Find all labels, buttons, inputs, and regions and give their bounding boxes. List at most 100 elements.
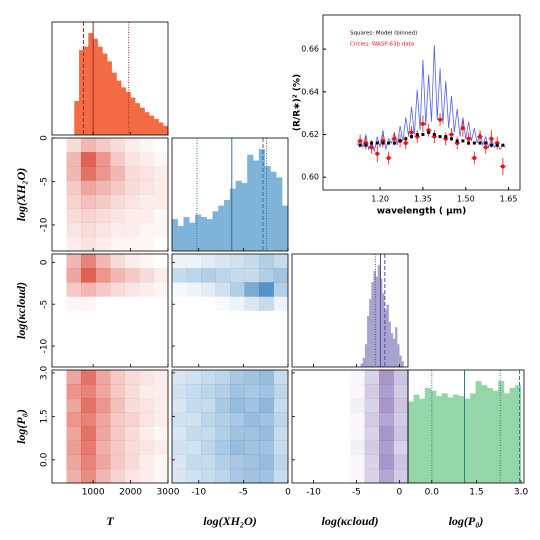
density-cell [244,454,260,470]
density-cell [259,370,274,385]
density-cell [364,370,380,385]
data-point [386,155,391,160]
density-cell [110,398,125,413]
density-cell [66,236,82,252]
data-point [403,141,408,146]
density-cell [124,412,140,427]
binned-model [449,137,453,141]
data-point [449,132,454,137]
histogram-bar [397,344,400,368]
density-cell [230,370,245,385]
density-cell [153,180,169,195]
binned-model [381,141,385,145]
data-point [466,136,471,141]
density-cell [66,384,82,399]
density-cell [364,426,380,441]
density-cell [186,426,202,441]
density-cell [110,180,125,195]
density-cell [153,384,169,399]
histogram-bar [392,338,396,368]
density-cell [244,426,260,441]
density-cell [153,166,169,181]
density-cell [110,194,125,209]
histogram-bar [441,393,448,484]
y-axis-label: (R/R∗)² (%) [293,74,303,131]
density-cell [273,440,289,456]
density-cell [110,426,125,441]
x-tick-label: 0.0 [425,488,440,498]
histogram-bar [470,393,476,484]
x-tick-label: 0 [397,488,403,498]
density-cell [81,412,96,427]
histogram-bar [247,154,254,252]
histogram-bar [83,46,89,136]
x-tick-label: 1.5 [469,488,483,498]
density-cell [124,194,140,209]
y-axis-label: log(P₀) [14,409,28,444]
density-cell [124,282,140,297]
density-cell [66,426,82,441]
histogram-bar [419,398,426,484]
density-cell [110,454,125,470]
histogram-bar [171,219,178,252]
density-cell [393,426,409,441]
density-cell [81,254,96,269]
binned-model [484,141,488,145]
density-cell [172,384,187,399]
density-cell [379,412,394,427]
y-tick-label: 0.0 [40,452,50,467]
density-cell [201,398,216,413]
density-cell [66,412,82,427]
histogram-bar [413,394,420,484]
density-cell [124,208,140,224]
density-cell [215,254,231,269]
y-tick-label: 0.62 [301,130,319,139]
density-cell [124,268,140,283]
density-cell [66,296,82,311]
density-cell [110,268,125,283]
density-cell [186,282,202,297]
density-cell [66,468,82,484]
density-cell [66,268,82,283]
density-cell [244,398,260,413]
data-point [369,145,374,150]
histogram-bar [224,199,231,252]
density-cell [364,384,380,399]
x-tick-label: -10 [306,488,321,498]
density-cell [153,412,169,427]
histogram-bar [369,299,372,368]
density-cell [81,468,96,484]
density-cell [259,468,274,484]
density-cell [95,236,111,252]
density-cell [110,440,125,456]
histogram-bar [486,387,493,484]
density-cell [139,412,154,427]
density-cell [259,454,274,470]
density-cell [244,440,260,456]
density-cell [124,152,140,167]
density-cell [81,180,96,195]
histogram-bar [253,160,260,252]
density-cell [186,412,202,427]
histogram-bar [492,390,499,484]
histogram-bar [97,46,103,136]
histogram-bar [125,91,131,136]
density-cell [153,398,169,413]
histogram-bar [107,61,113,136]
histogram-bar [371,282,374,368]
density-cell [172,268,187,283]
density-cell [139,194,154,209]
histogram-bar [475,381,482,484]
density-cell [230,282,245,297]
binned-model [489,143,493,147]
density-cell [139,454,154,470]
density-cell [215,412,231,427]
density-cell [273,282,289,297]
density-cell [215,370,231,385]
density-cell [393,384,409,399]
density-cell [379,370,394,385]
density-cell [153,454,169,470]
histogram-bar [458,396,465,484]
density-cell [379,440,394,456]
density-cell [153,370,169,385]
